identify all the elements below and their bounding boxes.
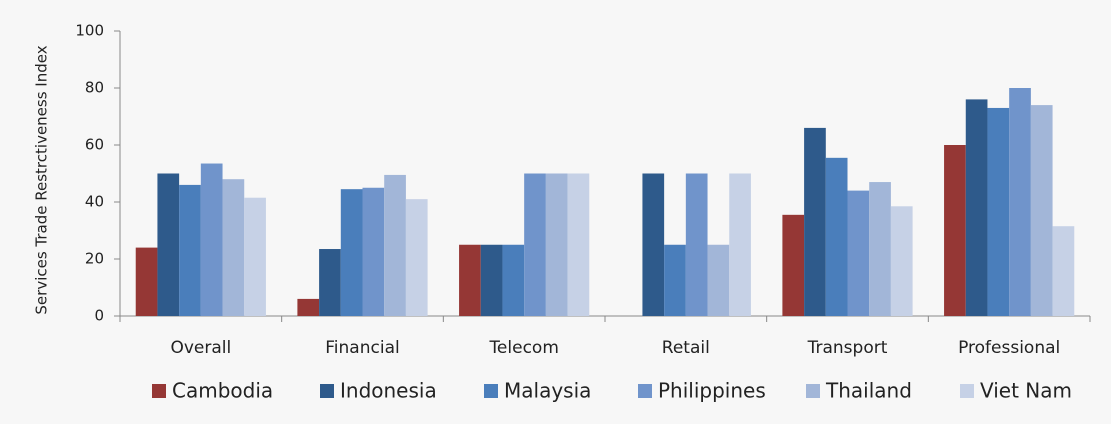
legend-label: Indonesia xyxy=(340,379,437,403)
x-tick-label: Telecom xyxy=(488,338,558,358)
bar xyxy=(944,145,966,316)
y-axis-label: Services Trade Restrctiveness Index xyxy=(33,45,51,314)
bar xyxy=(1052,226,1075,316)
y-tick-label: 20 xyxy=(85,250,104,268)
bar xyxy=(965,99,988,317)
bar xyxy=(157,173,180,316)
bar xyxy=(782,214,805,316)
bar xyxy=(524,173,546,316)
bar xyxy=(502,244,525,316)
bar xyxy=(1030,105,1053,316)
y-tick-label: 40 xyxy=(85,193,104,211)
bar xyxy=(707,244,730,316)
y-tick-label: 80 xyxy=(85,79,104,97)
bar xyxy=(825,157,848,316)
bar xyxy=(804,127,826,317)
legend-swatch xyxy=(806,384,820,398)
bar xyxy=(297,298,320,316)
legend-label: Thailand xyxy=(825,379,912,403)
legend-swatch xyxy=(960,384,974,398)
bar xyxy=(987,107,1010,316)
bar xyxy=(200,163,223,316)
y-tick-label: 60 xyxy=(85,136,104,154)
bar xyxy=(362,187,385,316)
legend-swatch xyxy=(152,384,166,398)
bar xyxy=(384,174,406,316)
bar xyxy=(890,206,913,316)
bar xyxy=(340,189,363,316)
bar xyxy=(729,173,751,316)
bar xyxy=(869,182,891,316)
legend-label: Malaysia xyxy=(504,379,591,403)
legend-label: Philippines xyxy=(658,379,766,403)
y-tick-label: 0 xyxy=(94,307,104,325)
bar xyxy=(664,244,686,316)
legend-swatch xyxy=(638,384,652,398)
bar xyxy=(567,173,590,316)
bar xyxy=(459,244,481,316)
legend-label: Cambodia xyxy=(172,379,273,403)
x-tick-label: Retail xyxy=(662,338,710,358)
bar xyxy=(222,179,245,316)
bar xyxy=(405,199,428,316)
bar xyxy=(480,244,503,316)
bar xyxy=(244,197,266,316)
legend-swatch xyxy=(320,384,334,398)
x-tick-label: Professional xyxy=(958,338,1060,358)
legend-label: Viet Nam xyxy=(980,379,1072,403)
x-tick-label: Transport xyxy=(807,338,888,358)
x-tick-label: Overall xyxy=(170,338,231,358)
bar xyxy=(319,249,341,316)
bar xyxy=(135,247,158,316)
bar xyxy=(1009,88,1031,316)
bar xyxy=(642,173,665,316)
bar xyxy=(545,173,568,316)
bar xyxy=(685,173,708,316)
x-tick-label: Financial xyxy=(325,338,399,358)
bar xyxy=(179,184,201,316)
bar xyxy=(847,190,870,316)
legend-swatch xyxy=(484,384,498,398)
y-tick-label: 100 xyxy=(75,22,104,40)
